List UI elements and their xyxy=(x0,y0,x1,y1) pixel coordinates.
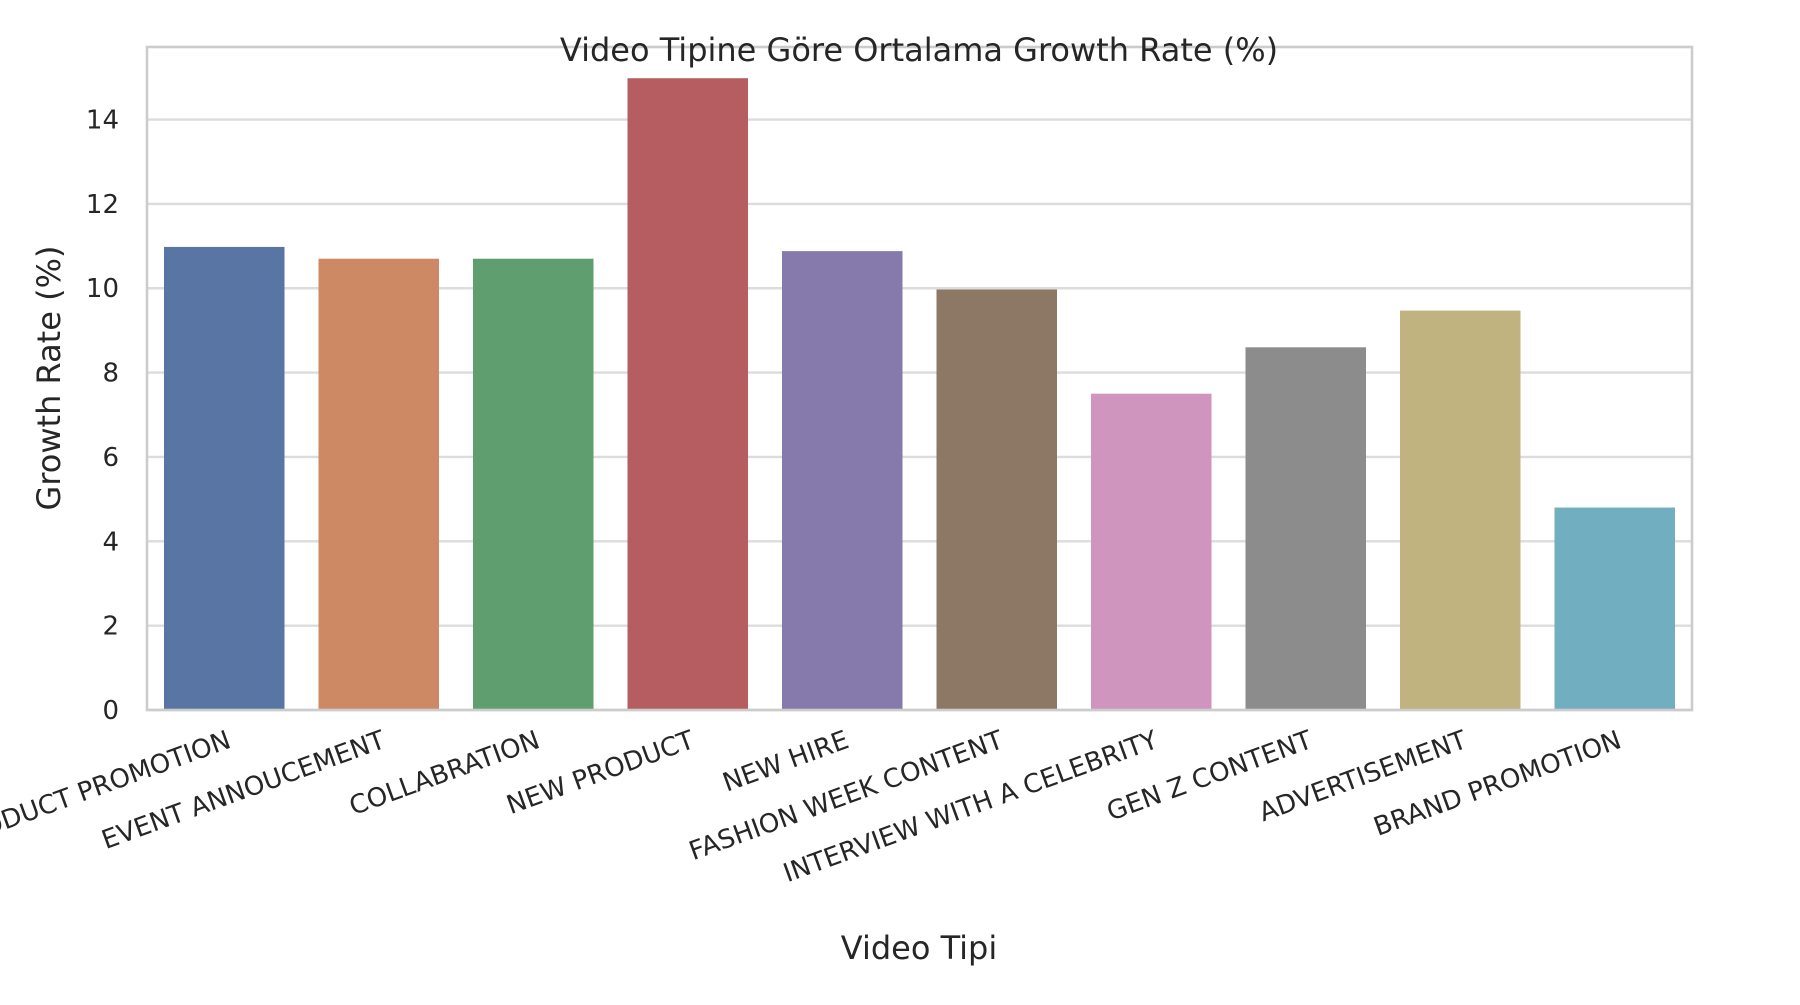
y-tick-label: 10 xyxy=(86,274,119,304)
y-tick-label: 4 xyxy=(102,527,119,557)
bar xyxy=(936,289,1058,710)
y-axis-label: Growth Rate (%) xyxy=(30,246,68,511)
bar xyxy=(1399,310,1521,710)
bar xyxy=(472,258,594,710)
y-tick-label: 14 xyxy=(86,106,119,136)
x-tick-label: EVENT ANNOUCEMENT xyxy=(98,725,390,856)
x-tick-label: BRAND PROMOTION xyxy=(1370,725,1625,842)
bar xyxy=(1554,507,1676,710)
bar xyxy=(627,78,749,711)
plot-frame xyxy=(145,45,1694,712)
bars xyxy=(163,78,1676,711)
y-tick-label: 0 xyxy=(102,696,119,726)
bar xyxy=(163,246,285,710)
bar xyxy=(1090,393,1212,710)
y-tick-label: 12 xyxy=(86,190,119,220)
bar xyxy=(781,251,903,711)
y-tick-labels: 0 2 4 6 8 10 12 14 xyxy=(86,106,119,726)
y-tick-label: 6 xyxy=(102,443,119,473)
y-tick-label: 2 xyxy=(102,612,119,642)
bar xyxy=(1245,347,1367,710)
chart-title: Video Tipine Göre Ortalama Growth Rate (… xyxy=(560,31,1278,69)
x-axis-label: Video Tipi xyxy=(841,929,997,967)
bar xyxy=(318,258,440,710)
y-tick-label: 8 xyxy=(102,359,119,389)
